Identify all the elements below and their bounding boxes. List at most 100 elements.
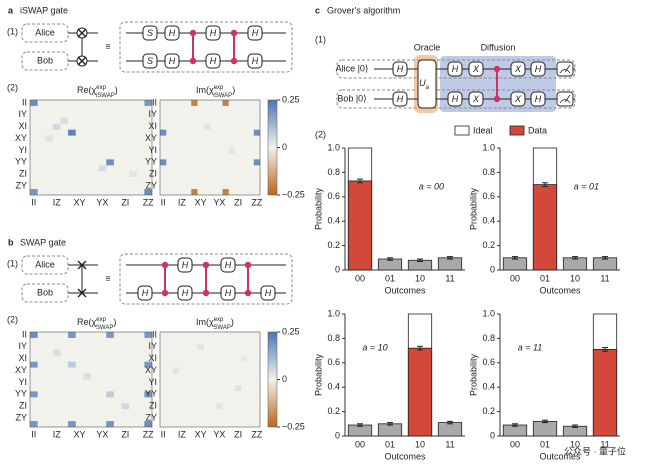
heatmap-cell [52, 123, 61, 130]
heatmap-cell [83, 373, 91, 380]
y-tick-label: 0.6 [482, 357, 495, 367]
oracle-gate [417, 59, 437, 109]
x-tick-label: ZZ [143, 197, 154, 207]
heatmap-cell [144, 332, 152, 338]
heatmap-cell [121, 403, 130, 410]
gate [447, 61, 463, 77]
y-tick-label: IY [18, 109, 27, 119]
data-bar [562, 257, 588, 271]
colorbar-tick-label: 0.25 [282, 326, 300, 336]
heatmap-cell [30, 421, 38, 427]
x-tick-label: ZZ [251, 197, 262, 207]
y-tick-label: 0.8 [482, 333, 495, 343]
heatmap-background [160, 332, 260, 427]
y-tick-label: XY [145, 133, 157, 143]
gate [142, 25, 158, 41]
heatmap-cell [68, 421, 76, 427]
heatmap-cell [106, 332, 114, 338]
gate [447, 91, 463, 107]
y-tick-label: ZY [145, 412, 157, 422]
heatmap-cell [191, 189, 198, 195]
heatmap-cell [197, 343, 204, 350]
gate-label: H [397, 94, 404, 104]
data-bar [377, 423, 403, 437]
y-tick-label: 0.6 [482, 191, 495, 201]
x-tick-label: ZI [234, 429, 242, 439]
gate-label: H [210, 28, 217, 38]
gate [177, 257, 193, 273]
y-tick-label: 0 [335, 430, 340, 440]
qubit-label: Alice |0⟩ [336, 63, 369, 73]
x-tick-label: YX [96, 429, 108, 439]
heatmap-cell [191, 100, 198, 106]
oracle-label: Oracle [414, 42, 441, 52]
gate-label: H [182, 288, 189, 298]
cz-dot [161, 261, 169, 269]
step-label: (2) [315, 129, 326, 139]
title-sup: exp [214, 317, 224, 323]
cz-dot [189, 29, 197, 37]
y-axis-label: Probability [313, 187, 323, 230]
dashed-box [119, 21, 293, 73]
colorbar-tick-label: 0.25 [282, 94, 300, 104]
heatmap-cell [235, 385, 242, 392]
x-tick-label: II [161, 197, 166, 207]
x-tick-label: 01 [385, 439, 395, 449]
y-tick-label: 1.0 [327, 308, 340, 318]
y-tick-label: 1.0 [482, 308, 495, 318]
heatmap-cell [241, 355, 248, 362]
y-tick-label: ZI [19, 401, 27, 411]
dashed-box [119, 253, 293, 305]
x-tick-label: ZI [121, 429, 129, 439]
qubit-label: Bob [37, 287, 53, 297]
annotation: a = 11 [518, 343, 543, 353]
step-label: (1) [7, 258, 18, 268]
y-tick-label: II [152, 329, 157, 339]
y-tick-label: YI [18, 145, 27, 155]
panel-label: b [8, 237, 14, 247]
gate-label: H [210, 56, 217, 66]
y-tick-label: ZY [145, 180, 157, 190]
y-tick-label: 1.0 [482, 142, 495, 152]
legend-label: Data [528, 125, 547, 135]
y-axis-label: Probability [468, 353, 478, 396]
swap-cross [77, 56, 87, 66]
y-tick-label: YY [145, 389, 157, 399]
dashed-box [336, 59, 576, 79]
y-tick-label: 0.6 [327, 357, 340, 367]
x-axis-label: Outcomes [539, 285, 581, 295]
gate-label: H [252, 56, 259, 66]
x-tick-label: 00 [355, 439, 365, 449]
y-tick-label: XY [15, 365, 27, 375]
y-tick-label: XI [18, 353, 27, 363]
cz-dot [493, 95, 501, 103]
gate-sub: a [426, 85, 430, 91]
y-tick-label: 1.0 [327, 142, 340, 152]
title-text: ) [113, 317, 116, 327]
annotation: a = 00 [419, 181, 444, 191]
heatmap-cell [45, 135, 53, 142]
data-bar [347, 180, 373, 271]
gate [468, 91, 484, 107]
gate [220, 285, 236, 301]
y-tick-label: ZI [149, 401, 157, 411]
panel-title: Grover's algorithm [327, 5, 400, 15]
panel-label: c [315, 5, 320, 15]
x-tick-label: YX [96, 197, 108, 207]
data-bar [502, 257, 528, 271]
step-label: (1) [7, 26, 18, 36]
x-tick-label: IZ [178, 429, 187, 439]
x-tick-label: ZZ [143, 429, 154, 439]
gate [510, 91, 526, 107]
heatmap-cell [30, 391, 38, 398]
gate [205, 25, 221, 41]
heatmap-frame [159, 99, 261, 196]
y-tick-label: YI [148, 377, 157, 387]
title-text: Im(χ [196, 85, 214, 95]
heatmap-cell [144, 421, 152, 427]
cz-dot [161, 289, 169, 297]
y-axis-label: Probability [313, 353, 323, 396]
gate [247, 25, 263, 41]
gate-label: H [142, 288, 149, 298]
y-tick-label: ZY [15, 180, 27, 190]
